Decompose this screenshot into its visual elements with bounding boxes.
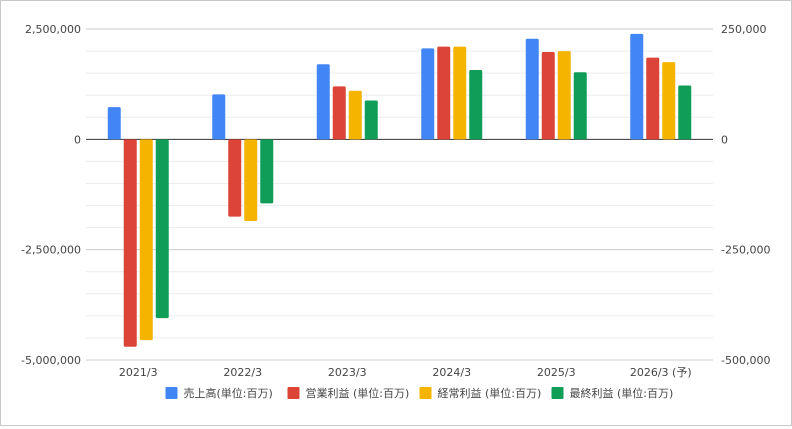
- legend-swatch: [419, 387, 432, 399]
- right-axis-tick-label: -250,000: [721, 244, 770, 257]
- bar-3-3: [348, 90, 362, 140]
- bar-4-3: [364, 100, 378, 140]
- legend-label: 経常利益 (単位:百万): [438, 386, 542, 400]
- legend-swatch: [165, 387, 178, 399]
- axes: 2,500,000 0 -2,500,000 -5,000,000 250,000 0 -2…: [21, 23, 770, 379]
- bar-3-6: [662, 62, 676, 140]
- gridlines: [86, 28, 713, 361]
- legend-swatch: [551, 387, 564, 399]
- bar-4-2: [260, 139, 274, 204]
- left-axis-tick-label: 2,500,000: [25, 23, 81, 36]
- bar-2-5: [541, 51, 555, 140]
- legend: 売上高(単位:百万) 営業利益 (単位:百万) 経常利益 (単位:百万) 最終利益 (…: [165, 386, 674, 400]
- bar-3-2: [244, 139, 258, 221]
- legend-label: 売上高(単位:百万): [184, 386, 273, 400]
- bar-3-1: [139, 139, 153, 341]
- right-axis-tick-label: 0: [721, 133, 728, 146]
- right-axis-tick-label: -500,000: [721, 354, 770, 367]
- right-axis-tick-label: 250,000: [721, 23, 767, 36]
- bar-1-4: [421, 48, 435, 140]
- legend-label: 最終利益 (単位:百万): [570, 386, 674, 400]
- bar-2-2: [228, 139, 242, 217]
- x-axis-tick-label: 2022/3: [223, 366, 262, 379]
- bar-4-5: [573, 72, 587, 140]
- bar-4-4: [469, 70, 483, 140]
- bar-4-1: [155, 139, 169, 319]
- legend-label: 営業利益 (単位:百万): [306, 386, 410, 400]
- left-axis-tick-label: 0: [74, 133, 81, 146]
- bar-1-3: [316, 64, 330, 140]
- x-axis-tick-label: 2025/3: [537, 366, 576, 379]
- bar-4-6: [678, 85, 692, 140]
- bar-2-3: [332, 86, 346, 140]
- x-axis-tick-label: 2021/3: [119, 366, 158, 379]
- x-axis-tick-label: 2024/3: [432, 366, 471, 379]
- bar-2-6: [646, 57, 660, 140]
- bar-3-4: [453, 46, 467, 140]
- bar-1-2: [212, 94, 226, 140]
- x-axis-tick-label: 2023/3: [328, 366, 367, 379]
- bars: [107, 33, 692, 347]
- bar-1-6: [630, 33, 644, 140]
- bar-1-5: [525, 38, 539, 140]
- left-axis-tick-label: -5,000,000: [21, 354, 81, 367]
- left-axis-tick-label: -2,500,000: [21, 244, 81, 257]
- bar-1-1: [107, 107, 121, 140]
- bar-2-4: [437, 46, 451, 140]
- bar-2-1: [123, 139, 137, 347]
- legend-swatch: [287, 387, 300, 399]
- x-axis-tick-label: 2026/3 (予): [630, 366, 692, 379]
- bar-3-5: [557, 51, 571, 140]
